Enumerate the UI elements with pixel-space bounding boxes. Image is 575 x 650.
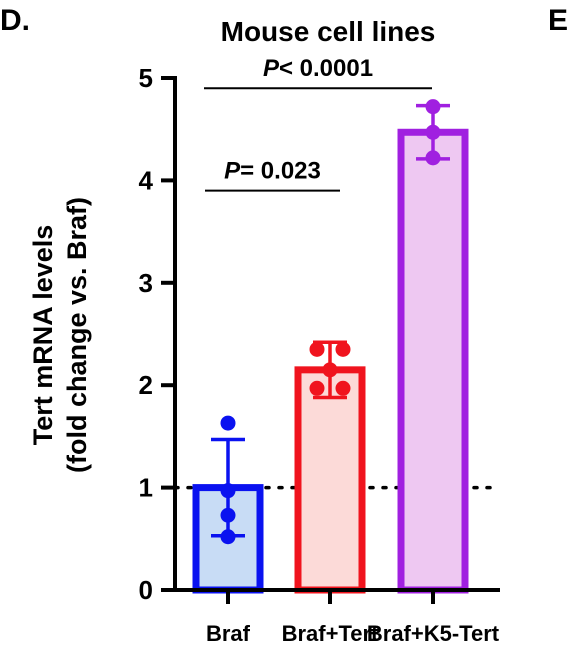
significance-label-1: P= 0.023 bbox=[224, 158, 321, 185]
y-axis-label-line1: Tert mRNA levels bbox=[28, 225, 58, 446]
data-point-1-3 bbox=[220, 507, 236, 523]
panel-label: D. bbox=[0, 4, 30, 37]
y-tick-label-4: 4 bbox=[139, 165, 154, 195]
x-tick-label-3: Braf+K5-Tert bbox=[367, 621, 500, 646]
data-point-1-4 bbox=[220, 529, 236, 545]
data-point-2-4 bbox=[309, 380, 325, 396]
data-point-2-1 bbox=[309, 341, 325, 357]
chart-title: Mouse cell lines bbox=[221, 16, 436, 47]
y-tick-label-1: 1 bbox=[139, 473, 153, 503]
x-tick-label-1: Braf bbox=[206, 621, 251, 646]
y-tick-label-2: 2 bbox=[139, 370, 153, 400]
bar-3 bbox=[397, 128, 469, 594]
data-point-1-1 bbox=[220, 415, 236, 431]
significance-label-2: P< 0.0001 bbox=[263, 55, 373, 82]
data-point-2-2 bbox=[335, 341, 351, 357]
data-point-3-3 bbox=[425, 150, 441, 166]
data-point-2-3 bbox=[322, 362, 338, 378]
data-point-1-2 bbox=[220, 483, 236, 499]
y-tick-label-0: 0 bbox=[139, 575, 153, 605]
y-axis-label-line2: (fold change vs. Braf) bbox=[62, 197, 92, 473]
data-point-2-5 bbox=[335, 380, 351, 396]
y-tick-label-5: 5 bbox=[139, 63, 153, 93]
data-point-3-2 bbox=[425, 124, 441, 140]
x-tick-label-2: Braf+Tert bbox=[282, 621, 379, 646]
y-tick-label-3: 3 bbox=[139, 268, 153, 298]
bar-2 bbox=[294, 366, 366, 594]
next-panel-label: E bbox=[548, 4, 568, 37]
data-point-3-1 bbox=[425, 99, 441, 115]
